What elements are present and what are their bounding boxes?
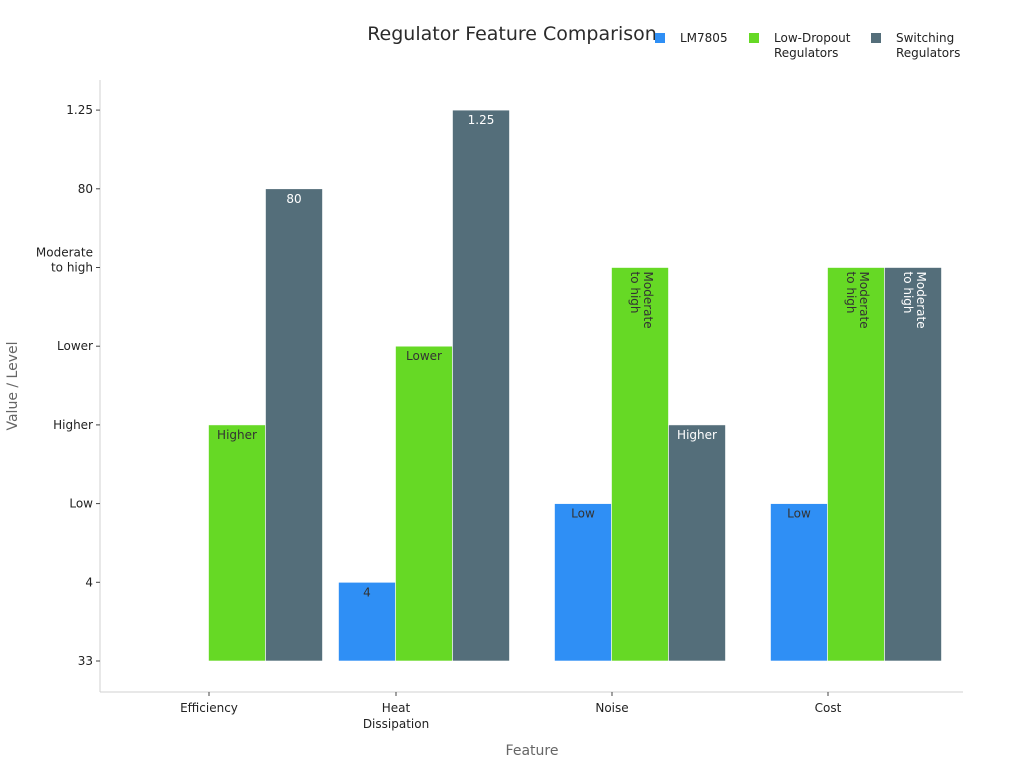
bars-layer [208,109,942,662]
y-tick-label: 1.25 [66,103,93,117]
data-label: 80 [286,192,301,206]
labels-layer: 4 Low Low Higher Lower Moderateto high Moderat… [217,113,928,599]
bar [611,267,669,662]
chart-title: Regulator Feature Comparison [367,23,657,45]
x-tick-label: Noise [595,701,628,715]
data-label: Moderateto high [901,272,928,329]
axes-layer [99,80,963,693]
bar [827,267,885,662]
data-label: Moderateto high [628,272,655,329]
x-tick-label: Heat Dissipation [363,701,429,731]
bar [884,267,942,662]
data-label: Lower [406,349,442,363]
bar [770,503,828,662]
x-axis-title: Feature [506,743,559,759]
legend-swatch [871,33,881,43]
legend-label: Switching Regulators [896,31,960,60]
data-label: Higher [677,428,717,442]
data-label: 1.25 [468,113,495,127]
ticks-layer: 33 4 Low Higher Lower Moderate to high 80 1.25 Ef… [36,103,842,731]
legend: LM7805 Low-Dropout Regulators Switching Regu… [655,31,960,60]
y-tick-label: Higher [53,418,93,432]
data-label: Low [571,507,595,521]
bar [554,503,612,662]
bar [452,109,510,662]
data-label: Low [787,507,811,521]
bar [265,188,323,662]
bar [668,424,726,662]
legend-label: Low-Dropout Regulators [774,31,851,60]
legend-label: LM7805 [680,31,728,45]
y-tick-label: 33 [78,654,93,668]
bar [338,581,396,662]
data-label: Moderateto high [844,272,871,329]
y-axis-title: Value / Level [5,341,21,430]
y-tick-label: 4 [85,575,93,589]
x-tick-label: Efficiency [180,701,238,715]
y-tick-label: 80 [78,182,93,196]
y-tick-label: Lower [57,339,93,353]
data-label: Higher [217,428,257,442]
legend-swatch [749,33,759,43]
y-tick-label: Low [69,497,93,511]
data-label: 4 [363,585,371,599]
y-tick-label: Moderate to high [36,246,93,275]
bar [208,424,266,662]
bar [395,345,453,662]
x-tick-label: Cost [815,701,842,715]
legend-swatch [655,33,665,43]
